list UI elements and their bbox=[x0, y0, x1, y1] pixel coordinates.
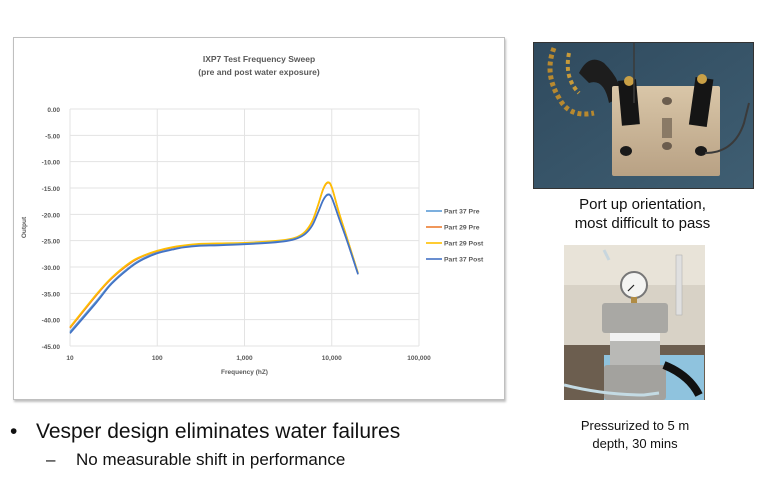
y-tick-label: -10.00 bbox=[42, 160, 61, 167]
bullet-glyph: • bbox=[10, 420, 18, 443]
legend-label: Part 37 Post bbox=[444, 257, 484, 264]
x-tick-label: 1,000 bbox=[236, 355, 253, 362]
dash-glyph: – bbox=[46, 450, 56, 469]
y-tick-label: -45.00 bbox=[42, 344, 61, 351]
bullet-item-main: • Vesper design eliminates water failures bbox=[10, 420, 400, 444]
y-axis-label: Output bbox=[21, 216, 28, 238]
y-tick-label: 0.00 bbox=[47, 107, 60, 114]
series-line-part-37-post bbox=[69, 193, 359, 334]
chart-subtitle: (pre and post water exposure) bbox=[198, 67, 320, 77]
pressure-chamber-photo bbox=[564, 245, 705, 400]
photo1-caption: Port up orientation, most difficult to p… bbox=[530, 195, 755, 233]
x-tick-label: 100,000 bbox=[407, 355, 431, 362]
frequency-sweep-chart: IXP7 Test Frequency Sweep (pre and post w… bbox=[13, 37, 505, 400]
legend-label: Part 29 Post bbox=[444, 241, 484, 248]
port-up-orientation-photo bbox=[533, 42, 754, 189]
chart-title: IXP7 Test Frequency Sweep bbox=[203, 54, 315, 64]
bullet-main-text: Vesper design eliminates water failures bbox=[36, 420, 401, 443]
y-tick-label: -35.00 bbox=[42, 291, 61, 298]
bullet-item-sub: – No measurable shift in performance bbox=[46, 450, 345, 470]
y-tick-label: -5.00 bbox=[45, 133, 60, 140]
series-line-part-29-pre bbox=[69, 181, 359, 329]
chart-canvas: IXP7 Test Frequency Sweep (pre and post w… bbox=[21, 54, 484, 376]
photo2-caption-line2: depth, 30 mins bbox=[592, 436, 678, 451]
photo1-caption-line2: most difficult to pass bbox=[574, 215, 711, 232]
photo1-caption-line1: Port up orientation, bbox=[579, 196, 706, 213]
legend-label: Part 29 Pre bbox=[444, 225, 480, 232]
y-tick-label: -20.00 bbox=[42, 212, 61, 219]
x-tick-label: 10,000 bbox=[322, 355, 342, 362]
y-tick-label: -40.00 bbox=[42, 318, 61, 325]
photo2-caption: Pressurized to 5 m depth, 30 mins bbox=[545, 417, 725, 453]
series-line-part-29-post bbox=[69, 181, 359, 328]
legend-label: Part 37 Pre bbox=[444, 209, 480, 216]
x-axis-label: Frequency (hZ) bbox=[221, 369, 268, 376]
y-tick-label: -15.00 bbox=[42, 186, 61, 193]
photo2-caption-line1: Pressurized to 5 m bbox=[580, 418, 690, 433]
bullet-sub-text: No measurable shift in performance bbox=[76, 450, 346, 469]
y-tick-label: -30.00 bbox=[42, 265, 61, 272]
x-tick-label: 10 bbox=[66, 355, 74, 362]
y-tick-label: -25.00 bbox=[42, 239, 61, 246]
x-tick-label: 100 bbox=[152, 355, 163, 362]
